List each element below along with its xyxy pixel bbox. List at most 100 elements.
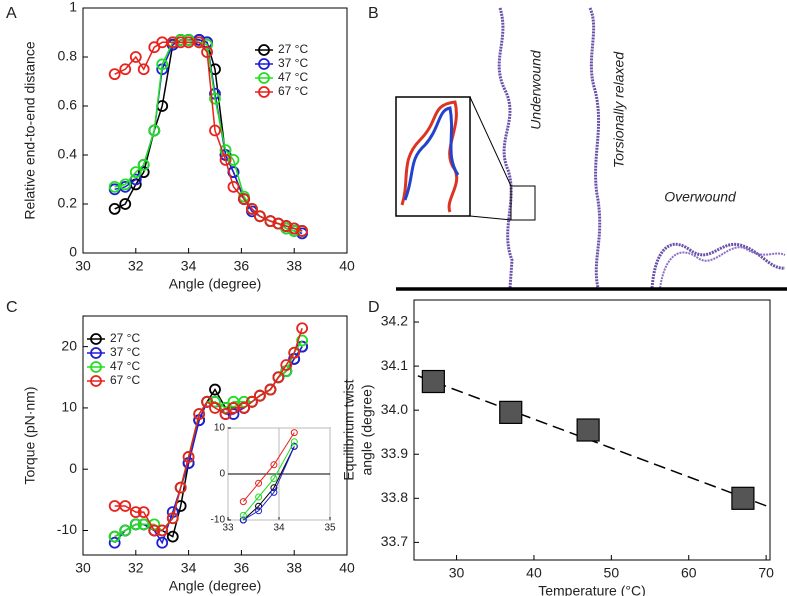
x-tick-label: 32: [128, 560, 144, 576]
data-point: [148, 124, 161, 137]
x-tick-label: 30: [75, 560, 91, 576]
y-tick-label: 0.2: [58, 195, 78, 211]
data-point: [129, 506, 142, 519]
data-point: [201, 46, 213, 58]
data-point: [288, 346, 301, 359]
data-point: [174, 481, 187, 494]
panel-label: D: [368, 299, 380, 316]
y-axis-label: Torque (pN·nm): [22, 386, 38, 484]
legend-marker: [258, 72, 270, 84]
legend-marker: [90, 333, 102, 345]
x-tick-label: 40: [339, 560, 355, 576]
data-point: [108, 180, 121, 193]
data-point: [119, 178, 132, 191]
x-tick-label: 33: [222, 523, 234, 534]
data-point: [137, 158, 150, 171]
data-point: [238, 395, 250, 408]
data-point: [129, 166, 142, 179]
legend-label: 67 °C: [278, 84, 308, 98]
y-axis-label: angle (degree): [359, 384, 375, 475]
x-tick-label: 34: [181, 258, 197, 274]
x-tick-label: 36: [234, 560, 250, 576]
y-tick-label: 34.1: [381, 357, 408, 373]
data-point: [129, 518, 142, 531]
data-point: [272, 217, 285, 230]
panel-label: C: [6, 299, 18, 316]
y-tick-label: 33.8: [381, 489, 408, 505]
y-tick-label: 0: [69, 244, 77, 260]
data-point: [499, 400, 523, 424]
x-axis-label: Angle (degree): [169, 276, 262, 292]
data-point: [227, 180, 240, 193]
x-tick-label: 38: [286, 258, 302, 274]
data-point: [255, 507, 263, 515]
legend-label: 47 °C: [110, 359, 140, 373]
x-tick-label: 38: [286, 560, 302, 576]
legend-marker: [90, 347, 102, 359]
y-tick-label: 0: [69, 460, 77, 476]
data-point: [108, 536, 121, 549]
data-point: [253, 210, 266, 223]
y-tick-label: -10: [57, 521, 77, 537]
data-point: [270, 488, 278, 496]
data-point: [137, 63, 150, 76]
data-point: [209, 124, 221, 137]
data-point: [119, 500, 132, 512]
data-point: [209, 92, 221, 105]
data-point: [296, 225, 309, 237]
x-tick-label: 60: [681, 565, 697, 581]
data-point: [270, 484, 278, 492]
data-point: [129, 173, 142, 186]
illustration-label: Torsionally relaxed: [611, 51, 627, 168]
data-point: [108, 202, 121, 215]
y-tick-label: 20: [61, 337, 77, 353]
data-point: [253, 389, 266, 402]
data-point: [239, 516, 247, 524]
data-point: [219, 408, 232, 420]
y-tick-label: 0: [219, 469, 225, 480]
data-point: [148, 524, 161, 537]
y-tick-label: 10: [61, 399, 77, 415]
data-point: [219, 153, 232, 166]
x-tick-label: 32: [128, 258, 144, 274]
legend-label: 47 °C: [278, 70, 308, 84]
x-tick-label: 70: [758, 565, 774, 581]
data-point: [280, 359, 293, 371]
chart: 30 40 50 60 70 33.7 33.8 33.9 34.0 34.1 34.2 Temper…: [341, 299, 774, 596]
dna-illustration: Underwound Torsionally relaxed Overwound: [395, 7, 787, 291]
data-point: [270, 475, 278, 483]
x-tick-label: 34: [181, 560, 197, 576]
y-tick-label: 0.6: [58, 97, 78, 113]
x-tick-label: 30: [449, 565, 465, 581]
x-tick-label: 36: [234, 258, 250, 274]
y-tick-label: -10: [211, 515, 226, 526]
legend-marker: [90, 375, 102, 387]
data-point: [227, 153, 240, 166]
data-point: [209, 402, 221, 414]
data-point: [280, 220, 293, 232]
data-point: [156, 58, 169, 71]
data-point: [731, 486, 755, 510]
data-point: [174, 36, 187, 49]
data-point: [108, 68, 121, 81]
legend-label: 27 °C: [278, 42, 308, 56]
y-axis-label: Equilibrium twist: [341, 379, 357, 480]
data-point: [227, 408, 240, 420]
x-tick-label: 40: [339, 258, 355, 274]
series-line: [242, 446, 295, 521]
legend-label: 37 °C: [110, 345, 140, 359]
y-tick-label: 34.0: [381, 401, 408, 417]
data-point: [193, 408, 206, 420]
data-point: [246, 395, 258, 408]
data-point: [270, 461, 278, 469]
legend-marker: [258, 86, 270, 98]
panel-label: A: [6, 5, 17, 22]
data-point: [238, 402, 250, 414]
x-axis-label: Temperature (°C): [538, 583, 646, 596]
data-point: [255, 502, 263, 510]
x-tick-label: 30: [75, 258, 91, 274]
legend-label: 27 °C: [110, 331, 140, 345]
data-point: [182, 451, 195, 463]
data-point: [296, 334, 309, 347]
